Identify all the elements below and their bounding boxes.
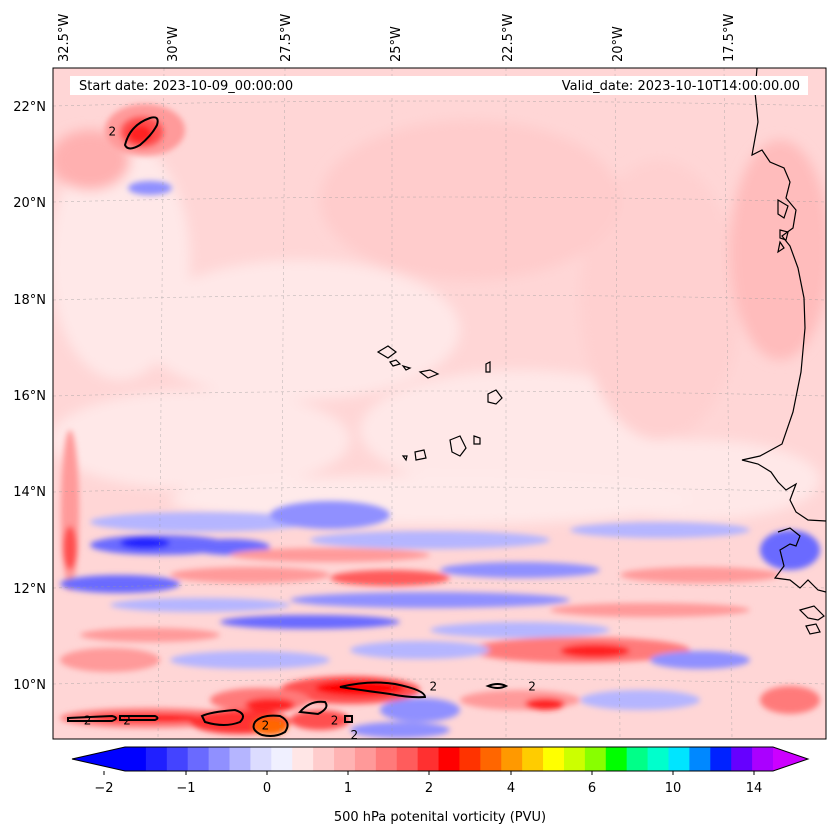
lon-tick: 30°W bbox=[166, 26, 181, 62]
contour-label: 2 bbox=[350, 728, 358, 742]
colorbar-segment bbox=[292, 747, 314, 771]
colorbar-tick: 0 bbox=[263, 781, 271, 796]
colorbar-segment bbox=[522, 747, 544, 771]
lon-tick: 25°W bbox=[389, 26, 404, 62]
contour-label: 2 bbox=[430, 680, 438, 694]
colorbar-segment bbox=[459, 747, 481, 771]
lon-tick: 27.5°W bbox=[279, 14, 294, 62]
colorbar-segment bbox=[208, 747, 231, 771]
colorbar-segment bbox=[271, 747, 293, 771]
lat-tick: 22°N bbox=[13, 100, 46, 115]
graticule bbox=[53, 68, 826, 739]
coastlines bbox=[741, 68, 826, 635]
colorbar-segment bbox=[166, 747, 189, 771]
contour-lines bbox=[67, 116, 509, 737]
colorbar-segment bbox=[605, 747, 628, 771]
colorbar-extend-min bbox=[72, 747, 125, 771]
colorbar-tick: 10 bbox=[665, 781, 682, 796]
colorbar-ticks: −2 −1 0 1 2 4 6 10 14 bbox=[94, 781, 762, 796]
colorbar-segment bbox=[125, 747, 147, 771]
lat-tick: 18°N bbox=[13, 293, 46, 308]
contour-label: 2 bbox=[528, 680, 536, 694]
map-panel: 22 2 2 22 22 Start date: 2023-10-09_00 bbox=[53, 68, 826, 742]
longitude-ticks: 32.5°W 30°W 27.5°W 25°W 22.5°W 20°W 17.5… bbox=[57, 14, 737, 62]
colorbar-segment bbox=[584, 747, 607, 771]
colorbar-tick: 1 bbox=[344, 781, 352, 796]
colorbar-segment bbox=[250, 747, 272, 771]
colorbar-segment bbox=[313, 747, 335, 771]
colorbar-segment bbox=[145, 747, 168, 771]
lat-tick: 10°N bbox=[13, 678, 46, 693]
date-banner bbox=[70, 76, 808, 95]
colorbar-segment bbox=[501, 747, 523, 771]
colorbar-segment bbox=[563, 747, 586, 771]
cape-verde-islands bbox=[376, 345, 503, 462]
colorbar-segment bbox=[396, 747, 419, 771]
colorbar-segment bbox=[334, 747, 356, 771]
colorbar-segment bbox=[668, 747, 690, 771]
map-frame bbox=[52, 67, 827, 740]
colorbar-segment bbox=[354, 747, 377, 771]
colorbar-segment bbox=[229, 747, 251, 771]
lon-tick: 17.5°W bbox=[722, 14, 737, 62]
colorbar-segment bbox=[543, 747, 565, 771]
colorbar-segment bbox=[731, 747, 753, 771]
colorbar bbox=[71, 746, 810, 775]
colorbar-segment bbox=[710, 747, 732, 771]
colorbar-segment bbox=[752, 747, 774, 771]
colorbar-tick: 2 bbox=[425, 781, 433, 796]
colorbar-label: 500 hPa potenital vorticity (PVU) bbox=[334, 810, 546, 825]
lat-tick: 20°N bbox=[13, 196, 46, 211]
colorbar-tick: −2 bbox=[94, 781, 113, 796]
colorbar-segment bbox=[417, 747, 440, 771]
contour-label: 2 bbox=[262, 718, 270, 732]
lat-tick: 14°N bbox=[13, 485, 46, 500]
colorbar-tick: 4 bbox=[507, 781, 515, 796]
lon-tick: 22.5°W bbox=[501, 14, 516, 62]
colorbar-outline bbox=[71, 746, 810, 772]
colorbar-tick: −1 bbox=[176, 781, 195, 796]
contour-label: 2 bbox=[123, 714, 131, 728]
colorbar-tick: 6 bbox=[588, 781, 596, 796]
colorbar-segment bbox=[689, 747, 711, 771]
colorbar-segment bbox=[647, 747, 669, 771]
contour-label: 2 bbox=[331, 714, 339, 728]
colorbar-segment bbox=[187, 747, 210, 771]
lon-tick: 32.5°W bbox=[57, 14, 72, 62]
lon-tick: 20°W bbox=[611, 26, 626, 62]
colorbar-tick: 14 bbox=[746, 781, 763, 796]
contour-label: 2 bbox=[108, 125, 116, 139]
colorbar-segment bbox=[375, 747, 398, 771]
contour-labels: 22 2 2 22 22 bbox=[84, 125, 536, 742]
lat-tick: 16°N bbox=[13, 389, 46, 404]
lat-tick: 12°N bbox=[13, 582, 46, 597]
valid-date-text: Valid_date: 2023-10-10T14:00:00.00 bbox=[562, 79, 800, 94]
colorbar-extend-max bbox=[773, 747, 808, 771]
latitude-ticks: 22°N 20°N 18°N 16°N 14°N 12°N 10°N bbox=[13, 100, 46, 693]
colorbar-segment bbox=[626, 747, 649, 771]
contour-label: 2 bbox=[84, 714, 92, 728]
colorbar-segment bbox=[480, 747, 502, 771]
colorbar-segment bbox=[438, 747, 460, 771]
start-date-text: Start date: 2023-10-09_00:00:00 bbox=[79, 79, 293, 94]
